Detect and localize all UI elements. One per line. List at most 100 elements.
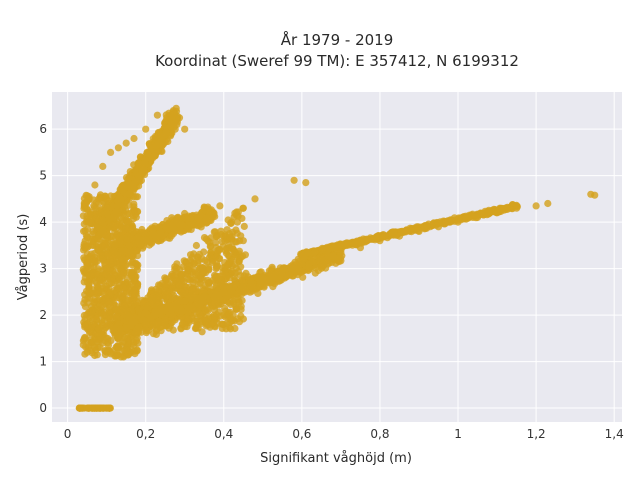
data-point	[114, 197, 122, 205]
data-point	[224, 261, 232, 269]
data-point	[227, 325, 235, 333]
data-point	[102, 271, 110, 279]
data-point	[103, 265, 111, 273]
data-point	[136, 240, 144, 248]
data-point	[173, 214, 181, 222]
data-point	[150, 152, 158, 160]
data-point	[111, 329, 119, 337]
data-point	[95, 288, 103, 296]
data-point	[363, 237, 371, 245]
data-point	[228, 255, 236, 263]
data-point	[130, 134, 138, 143]
data-point	[116, 328, 125, 336]
data-point	[317, 261, 326, 269]
data-point	[154, 287, 162, 295]
y-tick-label: 6	[39, 122, 47, 136]
data-point	[153, 111, 161, 119]
data-point	[230, 247, 238, 256]
data-point	[99, 162, 107, 170]
data-point	[141, 159, 149, 167]
data-point	[448, 216, 456, 225]
data-point	[127, 234, 135, 243]
data-point	[103, 404, 111, 412]
data-point	[135, 323, 143, 331]
data-point	[161, 281, 169, 289]
data-point	[160, 132, 168, 140]
data-point	[80, 240, 88, 248]
data-point	[116, 272, 125, 280]
data-point	[187, 221, 195, 229]
data-point	[105, 298, 113, 306]
data-point	[200, 292, 208, 301]
data-point	[207, 248, 215, 257]
data-point	[265, 267, 274, 275]
data-point	[108, 260, 116, 269]
data-point	[88, 241, 96, 249]
data-point	[337, 248, 345, 256]
tick-labels: 0 0,2 0,4 0,6 0,8 1 1,2 1,4 0 1 2 3 4 5 6	[39, 122, 623, 441]
data-point	[278, 269, 286, 277]
data-point	[91, 351, 99, 360]
data-point	[94, 325, 103, 333]
data-point	[173, 120, 181, 129]
data-point	[158, 141, 166, 150]
data-point	[220, 311, 228, 319]
data-point	[155, 317, 163, 325]
data-point	[184, 266, 192, 274]
data-point	[423, 224, 431, 232]
data-point	[124, 296, 132, 304]
data-point	[178, 270, 186, 278]
data-point	[86, 272, 94, 280]
data-point	[233, 218, 241, 226]
y-tick-label: 2	[39, 308, 47, 322]
data-point	[91, 404, 99, 412]
data-point	[591, 191, 599, 199]
data-point	[305, 263, 313, 272]
data-point	[129, 182, 137, 190]
data-point	[192, 241, 200, 250]
data-point	[212, 265, 220, 273]
grid	[52, 92, 622, 422]
data-point	[114, 334, 122, 342]
data-point	[513, 204, 521, 212]
data-point	[110, 271, 119, 279]
y-axis-label: Vågperiod (s)	[16, 214, 31, 301]
data-point	[86, 290, 94, 298]
data-point	[164, 137, 172, 146]
data-point	[162, 287, 170, 295]
data-point	[376, 237, 384, 245]
data-point	[171, 271, 179, 279]
data-point	[114, 144, 122, 152]
data-points	[75, 104, 599, 412]
data-point	[161, 306, 169, 315]
data-point	[175, 220, 184, 228]
y-tick-label: 3	[39, 262, 47, 276]
data-point	[110, 241, 119, 249]
y-tick-label: 5	[39, 169, 47, 183]
data-point	[219, 320, 227, 328]
data-point	[227, 287, 236, 295]
x-tick-label: 1,4	[605, 427, 624, 441]
data-point	[149, 229, 157, 237]
data-point	[390, 229, 398, 237]
data-point	[217, 227, 225, 235]
data-point	[196, 320, 204, 328]
data-point	[85, 283, 93, 291]
data-point	[149, 330, 158, 338]
data-point	[276, 277, 284, 285]
data-point	[168, 221, 176, 229]
data-point	[165, 116, 173, 124]
data-point	[134, 207, 142, 216]
data-point	[80, 299, 88, 307]
data-point	[114, 344, 122, 352]
data-point	[125, 242, 133, 250]
data-point	[99, 303, 108, 311]
data-point	[127, 270, 136, 278]
data-point	[197, 223, 205, 231]
data-point	[231, 209, 239, 217]
data-point	[169, 291, 178, 299]
data-point	[83, 233, 91, 242]
data-point	[259, 274, 267, 282]
data-point	[198, 264, 207, 272]
